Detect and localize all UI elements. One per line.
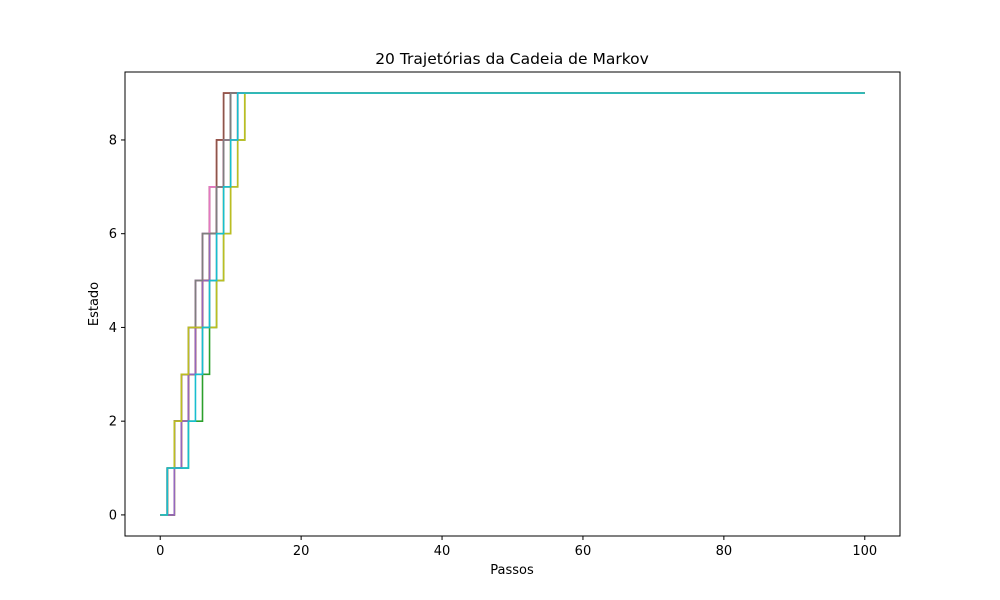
y-axis-label: Estado <box>87 282 102 326</box>
x-tick-label: 100 <box>852 544 877 559</box>
x-tick-label: 0 <box>156 544 164 559</box>
y-axis-ticks: 0 2 4 6 8 <box>109 133 125 523</box>
x-tick-label: 80 <box>716 544 733 559</box>
plot-lines <box>160 92 865 516</box>
y-tick-label: 2 <box>109 415 117 430</box>
y-tick-label: 8 <box>109 133 117 148</box>
x-axis-ticks: 0 20 40 60 80 100 <box>156 536 877 559</box>
x-tick-label: 60 <box>575 544 592 559</box>
plot-frame <box>124 71 901 537</box>
chart-title: 20 Trajetórias da Cadeia de Markov <box>375 50 649 68</box>
x-tick-label: 40 <box>434 544 451 559</box>
y-tick-label: 6 <box>109 227 117 242</box>
x-tick-label: 20 <box>293 544 310 559</box>
y-tick-label: 4 <box>109 321 117 336</box>
trajectory-line-20 <box>160 92 865 516</box>
y-tick-label: 0 <box>109 508 117 523</box>
x-axis-label: Passos <box>490 563 534 578</box>
